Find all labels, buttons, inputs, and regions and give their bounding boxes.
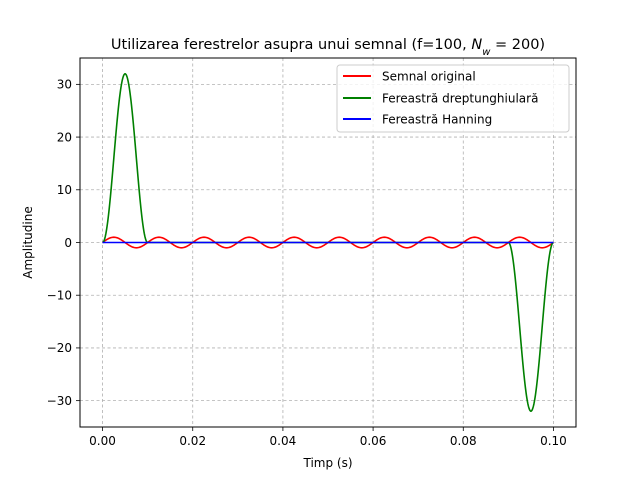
x-tick-label: 0.06 [360, 434, 387, 448]
x-axis-ticks: 0.00 0.02 0.04 0.06 0.08 0.10 [89, 427, 567, 448]
y-tick-label: −20 [47, 341, 72, 355]
chart-title-subscript: w [482, 47, 491, 58]
chart-title-text: Utilizarea ferestrelor asupra unui semna… [111, 37, 471, 53]
y-tick-label: 10 [57, 183, 72, 197]
y-tick-label: 20 [57, 130, 72, 144]
chart-title: Utilizarea ferestrelor asupra unui semna… [111, 37, 545, 58]
x-tick-label: 0.02 [179, 434, 206, 448]
legend-label-semnal-original: Semnal original [382, 70, 476, 84]
y-tick-label: 30 [57, 78, 72, 92]
legend-label-fereastra-dreptunghiulara: Fereastră dreptunghiulară [382, 92, 538, 106]
x-tick-label: 0.04 [270, 434, 297, 448]
x-tick-label: 0.00 [89, 434, 116, 448]
x-axis-label: Timp (s) [302, 456, 352, 470]
y-tick-label: −10 [47, 289, 72, 303]
legend: Semnal original Fereastră dreptunghiular… [336, 64, 570, 133]
chart-title-variable: N [471, 37, 482, 53]
y-axis-label: Amplitudine [21, 206, 35, 278]
legend-label-fereastra-hanning: Fereastră Hanning [382, 113, 492, 127]
x-tick-label: 0.08 [450, 434, 477, 448]
y-axis-ticks: −30 −20 −10 0 10 20 30 [47, 78, 80, 408]
legend-box [336, 64, 570, 133]
x-tick-label: 0.10 [540, 434, 567, 448]
y-tick-label: −30 [47, 394, 72, 408]
y-tick-label: 0 [64, 236, 72, 250]
plot-series [102, 73, 554, 412]
chart-title-tail: = 200) [490, 37, 545, 53]
